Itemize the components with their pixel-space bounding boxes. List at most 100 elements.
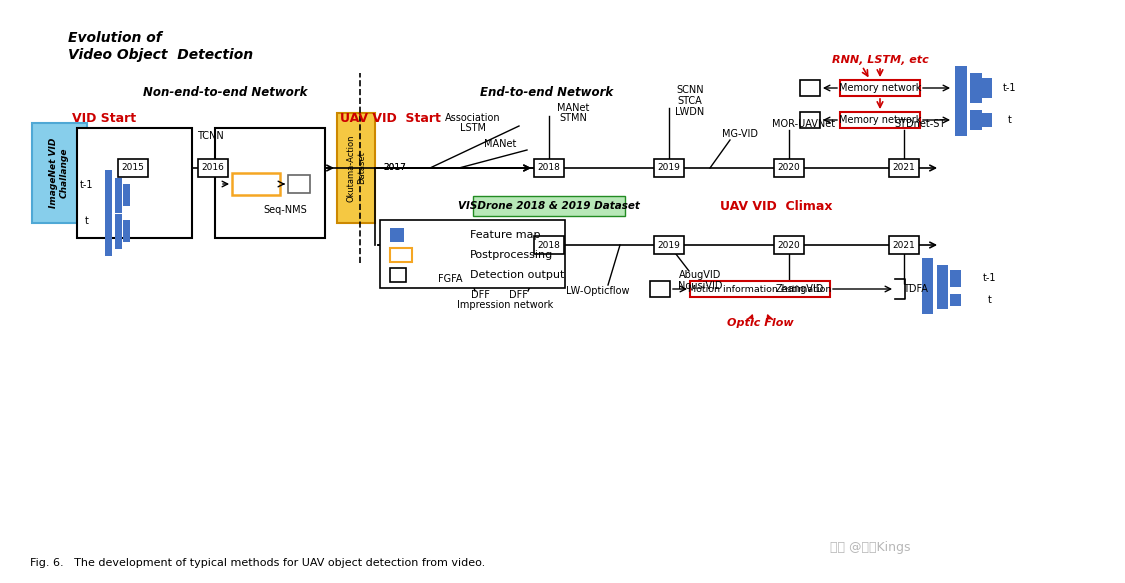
Text: Association: Association <box>446 113 501 123</box>
Text: 2019: 2019 <box>657 241 681 250</box>
Text: FGFA: FGFA <box>438 274 462 284</box>
Bar <box>338 113 375 223</box>
Text: 2015: 2015 <box>122 163 144 173</box>
Bar <box>800 112 820 128</box>
Bar <box>937 291 948 309</box>
Bar <box>105 170 112 220</box>
Text: TDFA: TDFA <box>902 284 927 294</box>
Text: 2018: 2018 <box>538 241 560 250</box>
Text: Impression network: Impression network <box>457 300 554 310</box>
Text: STMN: STMN <box>559 113 587 123</box>
Bar <box>650 281 670 297</box>
Text: 2020: 2020 <box>777 241 800 250</box>
Text: Optic Flow: Optic Flow <box>727 318 793 328</box>
Bar <box>118 159 148 177</box>
Bar <box>840 80 920 96</box>
Text: Motion information estimation: Motion information estimation <box>688 285 831 293</box>
Text: Postprocessing: Postprocessing <box>470 250 554 260</box>
Text: STDnet-ST: STDnet-ST <box>894 119 946 129</box>
Bar <box>980 78 992 98</box>
Text: 2018: 2018 <box>538 163 560 173</box>
Bar <box>970 73 982 103</box>
Bar <box>198 159 228 177</box>
Text: Detection output: Detection output <box>470 270 565 280</box>
Bar <box>654 159 684 177</box>
Bar <box>472 196 626 216</box>
Text: UAV VID  Climax: UAV VID Climax <box>720 199 832 212</box>
Bar <box>980 113 992 127</box>
Text: SCNN: SCNN <box>676 85 704 95</box>
Text: VISDrone 2018 & 2019 Dataset: VISDrone 2018 & 2019 Dataset <box>458 201 640 211</box>
Bar <box>390 228 404 242</box>
Text: 2019: 2019 <box>657 163 681 173</box>
Text: ZhangVID: ZhangVID <box>776 284 825 294</box>
Text: End-to-end Network: End-to-end Network <box>480 86 613 100</box>
Bar <box>840 112 920 128</box>
Text: DFF: DFF <box>508 290 528 300</box>
Text: Fig. 6.   The development of typical methods for UAV object detection from video: Fig. 6. The development of typical metho… <box>30 558 485 568</box>
Text: 2020: 2020 <box>777 163 800 173</box>
Text: MANet: MANet <box>557 103 590 113</box>
Bar <box>774 159 804 177</box>
Text: LSTM: LSTM <box>460 123 486 133</box>
Bar <box>232 173 280 195</box>
Bar <box>922 258 933 298</box>
Bar <box>380 220 565 288</box>
Bar <box>115 177 121 212</box>
Text: STCA: STCA <box>677 96 702 106</box>
Bar <box>288 175 310 193</box>
Bar <box>115 213 121 248</box>
Bar <box>123 220 130 242</box>
Text: Video Object  Detection: Video Object Detection <box>68 48 253 62</box>
Bar <box>970 110 982 130</box>
Text: Evolution of: Evolution of <box>68 31 162 45</box>
Text: 知乎 @王博Kings: 知乎 @王博Kings <box>830 542 910 554</box>
Bar <box>215 128 325 238</box>
Bar <box>955 65 968 111</box>
Bar <box>123 184 130 206</box>
Text: Memory network: Memory network <box>839 83 921 93</box>
Text: NousiVID: NousiVID <box>677 281 722 291</box>
Text: t-1: t-1 <box>80 180 93 190</box>
Text: DFF: DFF <box>470 290 489 300</box>
Text: 2021: 2021 <box>892 163 916 173</box>
Text: LW-Opticflow: LW-Opticflow <box>566 286 630 296</box>
Text: RNN, LSTM, etc: RNN, LSTM, etc <box>831 55 928 65</box>
Text: TCNN: TCNN <box>197 131 224 141</box>
Bar <box>889 236 919 254</box>
Bar <box>76 128 192 238</box>
Bar <box>922 286 933 314</box>
Text: Feature map: Feature map <box>470 230 540 240</box>
Bar <box>889 159 919 177</box>
Text: 2017: 2017 <box>384 163 406 173</box>
Bar <box>534 159 564 177</box>
Bar <box>774 236 804 254</box>
Bar <box>950 294 961 306</box>
Text: t: t <box>988 295 992 305</box>
Text: 2021: 2021 <box>892 241 916 250</box>
Text: UAV VID  Start: UAV VID Start <box>340 111 441 125</box>
Bar <box>534 236 564 254</box>
Text: Memory network: Memory network <box>839 115 921 125</box>
Text: MG-VID: MG-VID <box>722 129 758 139</box>
Text: LWDN: LWDN <box>675 107 704 117</box>
Bar <box>690 281 830 297</box>
Text: Non-end-to-end Network: Non-end-to-end Network <box>143 86 307 100</box>
Text: t: t <box>86 216 89 226</box>
Bar <box>32 123 87 223</box>
Bar <box>800 80 820 96</box>
Text: t-1: t-1 <box>983 273 997 283</box>
Bar <box>937 265 948 291</box>
Bar <box>105 206 112 256</box>
Text: 2017: 2017 <box>384 163 406 173</box>
Text: ImageNet VID
Challange: ImageNet VID Challange <box>50 138 69 208</box>
Text: t: t <box>1008 115 1012 125</box>
Text: VID Start: VID Start <box>72 111 136 125</box>
Text: AbugVID: AbugVID <box>678 270 721 280</box>
Text: t-1: t-1 <box>1004 83 1017 93</box>
Text: Okutama-Action
Dataset: Okutama-Action Dataset <box>346 134 366 202</box>
Bar <box>390 268 406 282</box>
Bar <box>950 269 961 286</box>
Text: MANet: MANet <box>484 139 516 149</box>
Bar <box>654 236 684 254</box>
